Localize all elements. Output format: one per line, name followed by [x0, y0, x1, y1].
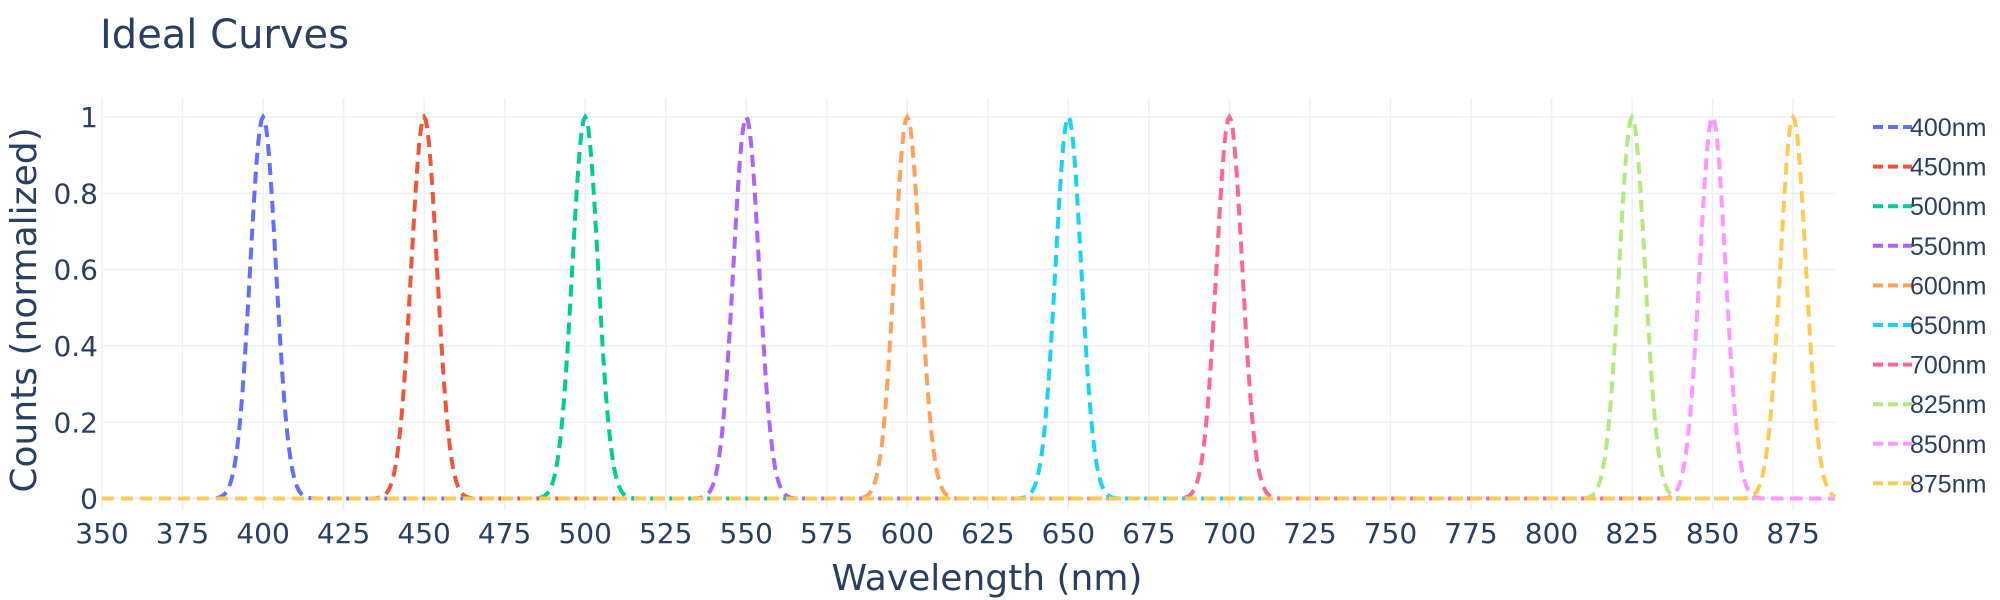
y-tick-label: 0.4 [53, 330, 98, 363]
series-line-500nm [102, 112, 1835, 501]
series-line-875nm [102, 112, 1837, 501]
x-axis-ticks: 350 375 400 425 450 475 500 525 550 575 600 625 650 6… [75, 517, 1820, 550]
x-tick-label: 750 [1364, 517, 1417, 550]
legend-label: 700nm [1910, 352, 1986, 380]
y-tick-label: 0.2 [53, 406, 98, 439]
plot-area [102, 112, 1837, 501]
series-line-650nm [102, 112, 1835, 501]
legend-label: 850nm [1910, 431, 1986, 459]
y-axis-title: Counts (normalized) [4, 127, 45, 492]
x-tick-label: 725 [1283, 517, 1336, 550]
y-tick-label: 0.8 [53, 177, 98, 210]
series-line-400nm [102, 112, 1835, 501]
x-tick-label: 400 [236, 517, 289, 550]
x-tick-label: 650 [1042, 517, 1095, 550]
x-tick-label: 875 [1766, 517, 1819, 550]
series-line-850nm [102, 112, 1835, 501]
series-line-550nm [102, 112, 1835, 501]
grid [101, 98, 1835, 510]
x-tick-label: 825 [1605, 517, 1658, 550]
x-tick-label: 350 [75, 517, 128, 550]
x-tick-label: 500 [558, 517, 611, 550]
legend-item-450nm[interactable]: 450nm [1873, 154, 1986, 182]
series-line-450nm [102, 112, 1835, 501]
x-tick-label: 800 [1525, 517, 1578, 550]
y-tick-label: 0 [80, 483, 98, 516]
x-tick-label: 525 [639, 517, 692, 550]
x-tick-label: 450 [397, 517, 450, 550]
chart-title: Ideal Curves [100, 12, 349, 58]
legend-label: 450nm [1910, 154, 1986, 182]
x-tick-label: 550 [720, 517, 773, 550]
x-tick-label: 850 [1686, 517, 1739, 550]
legend-label: 500nm [1910, 193, 1986, 221]
x-tick-label: 700 [1203, 517, 1256, 550]
series-line-700nm [102, 112, 1835, 501]
x-tick-label: 675 [1122, 517, 1175, 550]
legend-label: 650nm [1910, 312, 1986, 340]
x-tick-label: 775 [1444, 517, 1497, 550]
legend-label: 600nm [1910, 272, 1986, 300]
x-tick-label: 600 [881, 517, 934, 550]
x-tick-label: 625 [961, 517, 1014, 550]
y-tick-label: 1 [80, 101, 98, 134]
legend-item-825nm[interactable]: 825nm [1873, 391, 1986, 419]
x-axis-title: Wavelength (nm) [832, 558, 1143, 599]
legend-item-700nm[interactable]: 700nm [1873, 352, 1986, 380]
legend-item-550nm[interactable]: 550nm [1873, 233, 1986, 261]
legend-item-600nm[interactable]: 600nm [1873, 272, 1986, 300]
legend-item-400nm[interactable]: 400nm [1873, 114, 1986, 142]
x-tick-label: 375 [156, 517, 209, 550]
legend-item-875nm[interactable]: 875nm [1873, 470, 1986, 498]
series-line-600nm [102, 112, 1835, 501]
legend-label: 825nm [1910, 391, 1986, 419]
legend[interactable]: 400nm 450nm 500nm 550nm 600nm 650nm 700nm 825nm… [1873, 114, 1986, 498]
legend-item-650nm[interactable]: 650nm [1873, 312, 1986, 340]
legend-item-500nm[interactable]: 500nm [1873, 193, 1986, 221]
y-tick-label: 0.6 [53, 254, 98, 287]
legend-label: 875nm [1910, 470, 1986, 498]
x-tick-label: 575 [800, 517, 853, 550]
legend-label: 550nm [1910, 233, 1986, 261]
x-tick-label: 425 [317, 517, 370, 550]
legend-label: 400nm [1910, 114, 1986, 142]
x-tick-label: 475 [478, 517, 531, 550]
legend-item-850nm[interactable]: 850nm [1873, 431, 1986, 459]
y-axis-ticks: 0 0.2 0.4 0.6 0.8 1 [53, 101, 98, 515]
series-line-825nm [102, 112, 1835, 501]
